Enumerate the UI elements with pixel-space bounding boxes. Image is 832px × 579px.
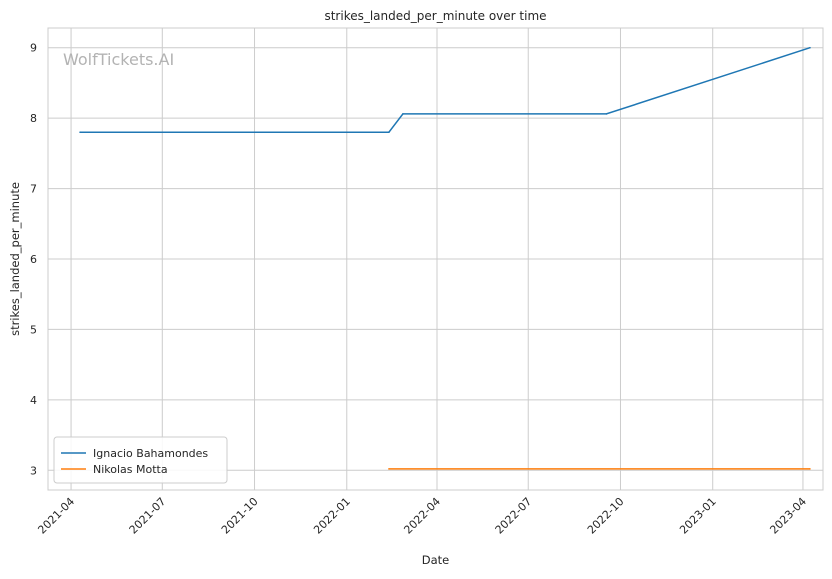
chart-title: strikes_landed_per_minute over time	[324, 9, 546, 23]
x-tick-label: 2022-10	[585, 495, 627, 537]
data-point	[809, 468, 811, 470]
y-axis-ticks: 3 4 5 6 7 8 9	[30, 42, 37, 478]
legend: Ignacio Bahamondes Nikolas Motta	[53, 436, 228, 484]
legend-label: Nikolas Motta	[93, 463, 168, 476]
data-point	[79, 131, 81, 134]
grid	[48, 28, 823, 490]
x-axis-label: Date	[422, 553, 450, 567]
x-tick-label: 2022-07	[493, 495, 535, 537]
x-tick-label: 2022-04	[401, 495, 443, 537]
legend-label: Ignacio Bahamondes	[93, 447, 208, 460]
x-tick-label: 2022-01	[311, 495, 353, 537]
y-tick-label: 4	[30, 394, 37, 407]
y-tick-label: 7	[30, 183, 37, 196]
y-tick-label: 9	[30, 42, 37, 55]
x-tick-label: 2021-07	[127, 495, 169, 537]
x-tick-label: 2021-10	[219, 495, 261, 537]
x-tick-label: 2021-04	[35, 495, 77, 537]
x-tick-label: 2023-01	[677, 495, 719, 537]
y-axis-label: strikes_landed_per_minute	[8, 182, 22, 336]
series	[79, 46, 811, 470]
x-tick-label: 2023-04	[767, 495, 809, 537]
y-tick-label: 6	[30, 253, 37, 266]
watermark: WolfTickets.AI	[63, 50, 174, 69]
data-point	[605, 113, 608, 115]
data-point	[388, 468, 390, 470]
data-point	[388, 131, 390, 134]
data-point	[809, 46, 811, 49]
series-2	[388, 468, 811, 470]
data-point	[402, 113, 404, 115]
series-1	[79, 46, 811, 134]
x-axis-ticks: 2021-04 2021-07 2021-10 2022-01 2022-04 2022-…	[35, 495, 809, 537]
plot-frame	[47, 27, 824, 491]
y-tick-label: 3	[30, 464, 37, 477]
y-tick-label: 8	[30, 112, 37, 125]
y-tick-label: 5	[30, 323, 37, 336]
legend-box	[53, 436, 228, 484]
